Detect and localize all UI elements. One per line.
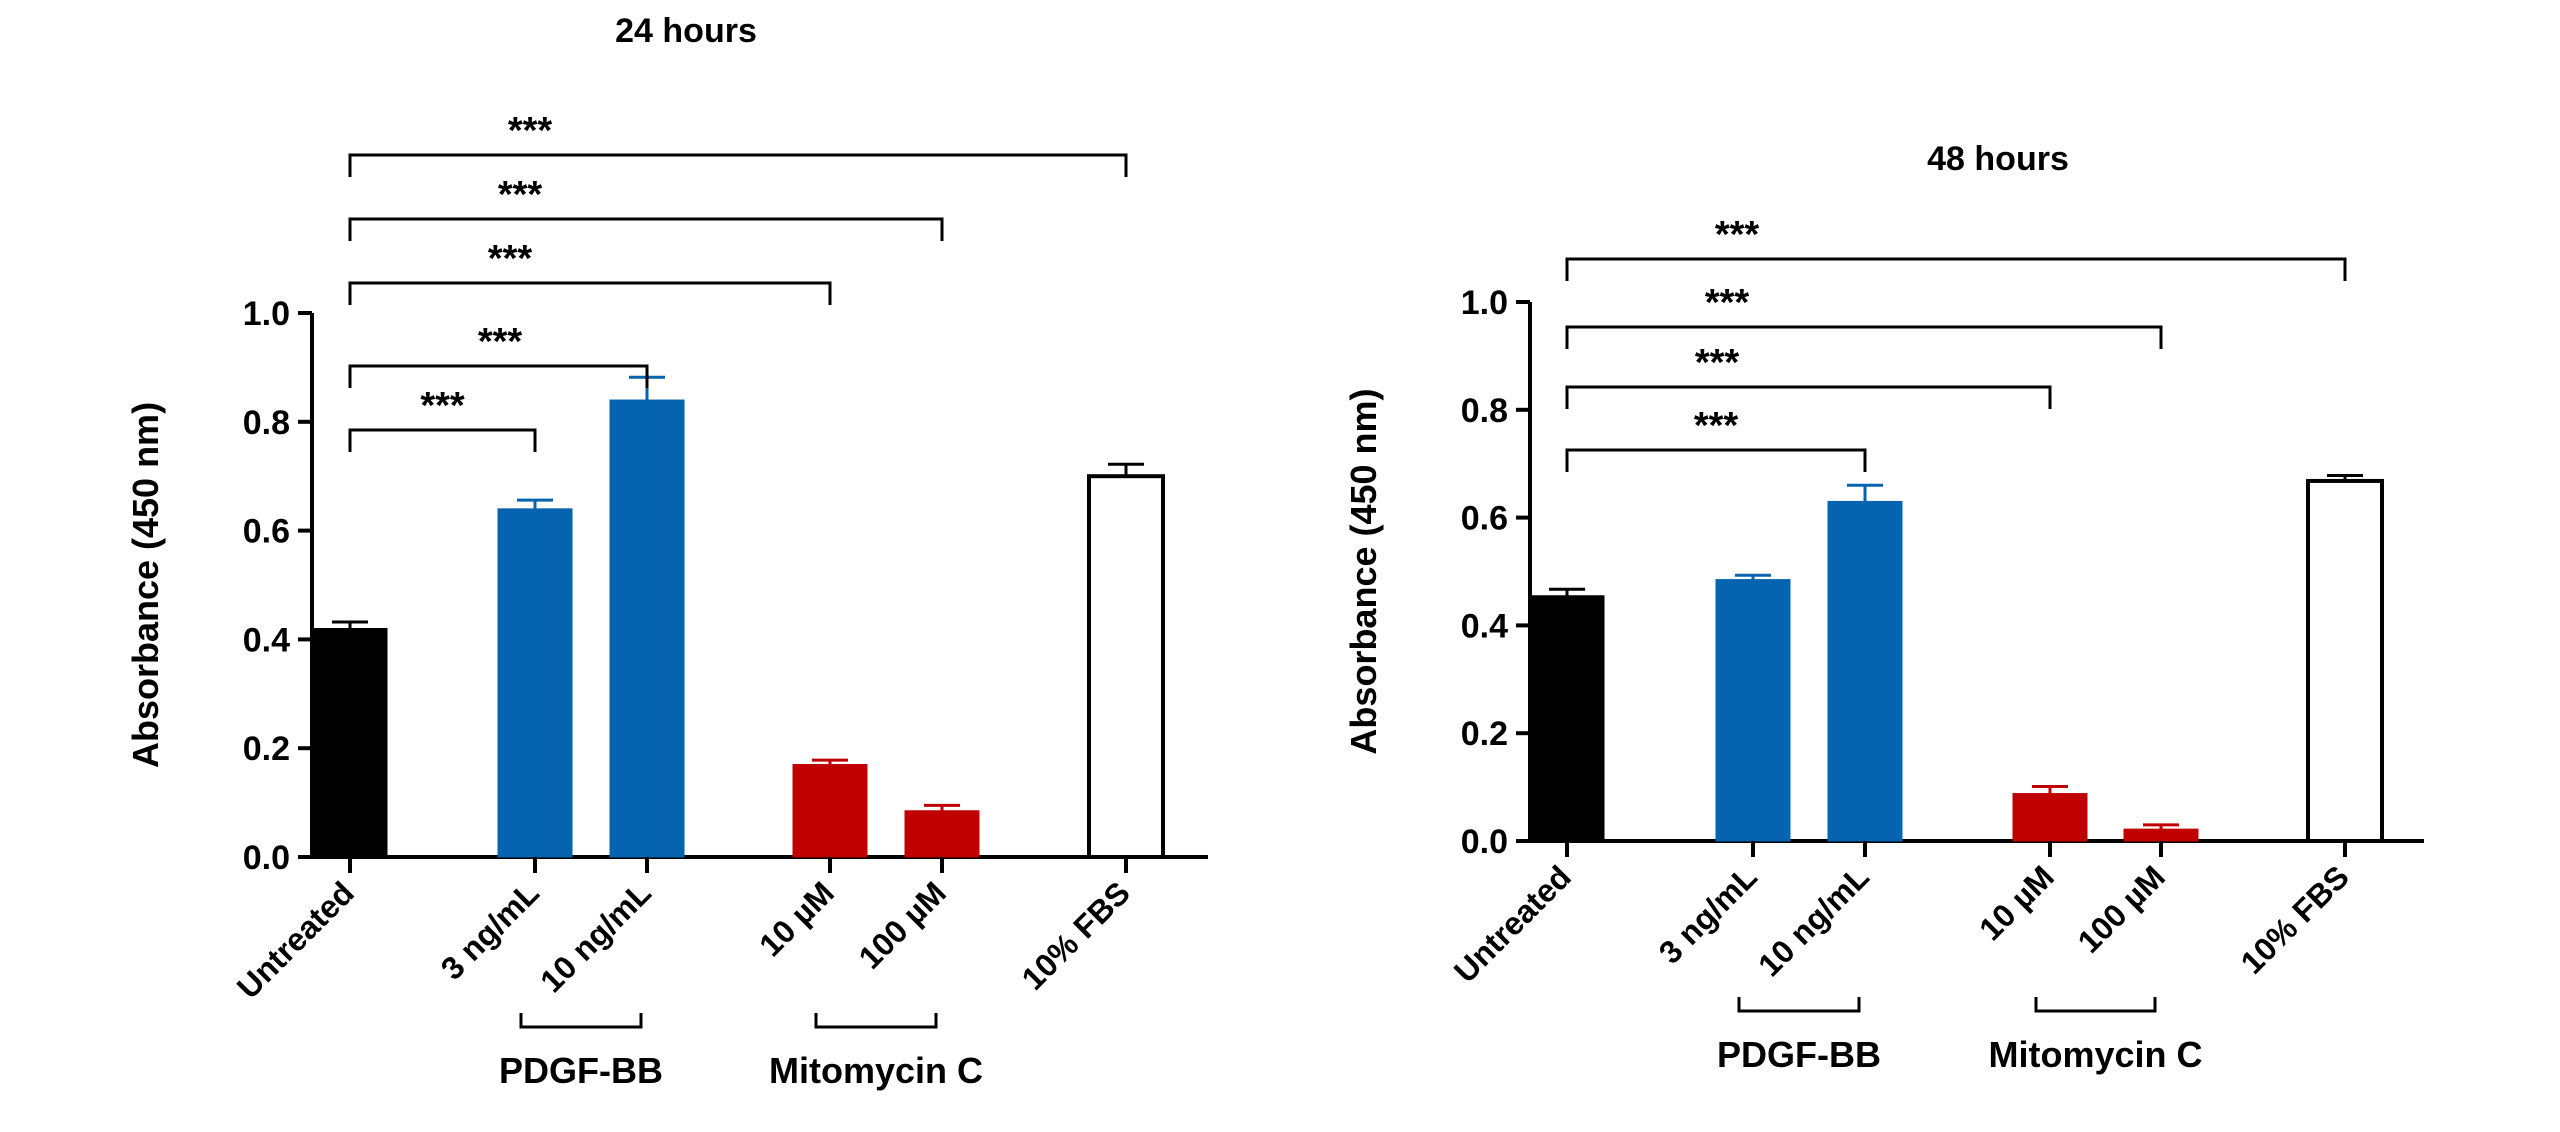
y-tick-label: 0.0 bbox=[243, 839, 290, 877]
significance-bracket bbox=[1565, 448, 1867, 472]
bar bbox=[312, 628, 388, 858]
x-tick-label: 3 ng/mL bbox=[434, 874, 546, 986]
significance-stars: *** bbox=[488, 238, 533, 280]
x-tick-label: 100 µM bbox=[852, 874, 953, 975]
chart-title: 48 hours bbox=[1927, 140, 2069, 178]
significance-stars: *** bbox=[1715, 214, 1760, 256]
bar bbox=[497, 508, 573, 858]
group-label: Mitomycin C bbox=[769, 1050, 983, 1091]
bar bbox=[1715, 579, 1791, 842]
x-tick-label: 10% FBS bbox=[2234, 858, 2356, 980]
bar bbox=[2123, 828, 2199, 842]
bar bbox=[1827, 500, 1903, 842]
y-tick-label: 0.2 bbox=[243, 730, 290, 768]
significance-stars: *** bbox=[1695, 342, 1740, 384]
significance-bracket bbox=[348, 428, 537, 452]
group-label: PDGF-BB bbox=[1717, 1034, 1881, 1075]
significance-bracket bbox=[348, 153, 1128, 177]
y-tick-label: 0.8 bbox=[243, 404, 290, 442]
group-bracket bbox=[1737, 997, 1861, 1013]
y-tick-label: 0.6 bbox=[243, 513, 290, 551]
y-tick-label: 0.8 bbox=[1461, 392, 1508, 430]
x-tick-label: 10 µM bbox=[1972, 858, 2061, 947]
x-tick-label: Untreated bbox=[230, 874, 361, 1005]
significance-stars: *** bbox=[420, 385, 465, 427]
significance-bracket bbox=[1565, 257, 2347, 281]
bar bbox=[1529, 595, 1605, 842]
x-tick-label: 100 µM bbox=[2071, 858, 2172, 959]
bar bbox=[792, 764, 868, 858]
x-tick-label: 3 ng/mL bbox=[1652, 858, 1764, 970]
x-tick-label: 10 ng/mL bbox=[533, 874, 658, 999]
y-tick-label: 0.6 bbox=[1461, 500, 1508, 538]
x-tick-label: 10% FBS bbox=[1015, 874, 1137, 996]
group-bracket bbox=[519, 1013, 643, 1029]
bar bbox=[609, 399, 685, 858]
significance-stars: *** bbox=[1705, 282, 1750, 324]
significance-bracket bbox=[348, 364, 649, 388]
significance-stars: *** bbox=[508, 110, 553, 152]
y-tick-label: 0.2 bbox=[1461, 715, 1508, 753]
y-tick-label: 0.4 bbox=[1461, 607, 1508, 645]
y-axis-label: Absorbance (450 nm) bbox=[125, 402, 166, 768]
x-tick-label: 10 µM bbox=[752, 874, 841, 963]
bar bbox=[2012, 793, 2088, 842]
y-tick-label: 0.4 bbox=[243, 621, 290, 659]
significance-stars: *** bbox=[1694, 405, 1739, 447]
group-label: PDGF-BB bbox=[499, 1050, 663, 1091]
y-tick-label: 0.0 bbox=[1461, 823, 1508, 861]
x-tick-label: 10 ng/mL bbox=[1751, 858, 1876, 983]
significance-bracket bbox=[348, 281, 832, 305]
chart-panel-24h: 24 hours Absorbance (450 nm) 0.0 0.2 0.4 0.6 0… bbox=[125, 12, 1208, 1091]
significance-bracket bbox=[1565, 325, 2163, 349]
x-tick-label: Untreated bbox=[1447, 858, 1578, 989]
y-tick-label: 1.0 bbox=[243, 295, 290, 333]
chart-title: 24 hours bbox=[615, 12, 757, 50]
group-bracket bbox=[2034, 997, 2157, 1013]
y-tick-label: 1.0 bbox=[1461, 284, 1508, 322]
group-bracket bbox=[814, 1013, 938, 1029]
significance-bracket bbox=[348, 217, 944, 241]
significance-stars: *** bbox=[498, 174, 543, 216]
y-axis-label: Absorbance (450 nm) bbox=[1343, 388, 1384, 754]
group-label: Mitomycin C bbox=[1988, 1034, 2202, 1075]
bar bbox=[904, 810, 980, 858]
significance-stars: *** bbox=[478, 321, 523, 363]
chart-panel-48h: 48 hours Absorbance (450 nm) 0.0 0.2 0.4 0.6 0… bbox=[1343, 140, 2424, 1075]
bar bbox=[2306, 478, 2384, 843]
significance-bracket bbox=[1565, 385, 2052, 409]
bar bbox=[1087, 474, 1165, 859]
